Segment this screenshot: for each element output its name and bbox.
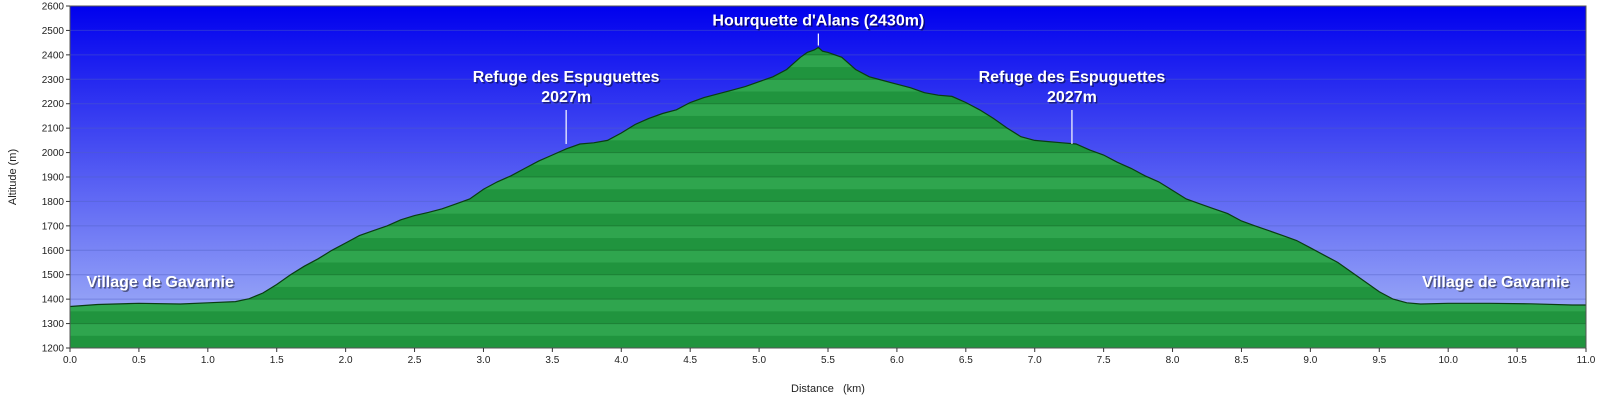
- y-tick-label: 1200: [42, 344, 65, 355]
- annotation-label: Village de Gavarnie: [87, 274, 234, 291]
- y-tick-label: 1600: [42, 246, 65, 257]
- y-tick-label: 2400: [42, 50, 65, 61]
- x-tick-label: 3.5: [545, 355, 559, 366]
- y-tick-label: 1900: [42, 173, 65, 184]
- x-tick-label: 9.5: [1372, 355, 1386, 366]
- x-tick-label: 7.0: [1028, 355, 1042, 366]
- y-tick-label: 1700: [42, 221, 65, 232]
- y-tick-label: 2000: [42, 148, 65, 159]
- x-tick-label: 0.5: [132, 355, 146, 366]
- profile-line: [70, 46, 1586, 308]
- x-tick-label: 8.5: [1235, 355, 1249, 366]
- y-tick-label: 1800: [42, 197, 65, 208]
- x-tick-label: 8.0: [1166, 355, 1180, 366]
- x-tick-label: 5.5: [821, 355, 835, 366]
- x-tick-label: 1.0: [201, 355, 215, 366]
- x-tick-label: 2.5: [408, 355, 422, 366]
- y-tick-label: 1300: [42, 319, 65, 330]
- annotation-label: Refuge des Espuguettes: [979, 69, 1166, 86]
- x-tick-label: 1.5: [270, 355, 284, 366]
- y-tick-label: 2500: [42, 26, 65, 37]
- x-tick-label: 11.0: [1577, 355, 1596, 366]
- y-tick-label: 1400: [42, 295, 65, 306]
- x-tick-label: 6.0: [890, 355, 904, 366]
- annotation: Hourquette d'Alans (2430m)Hourquette d'A…: [712, 13, 926, 46]
- annotation-label: 2027m: [541, 89, 591, 106]
- x-tick-label: 4.0: [614, 355, 628, 366]
- annotation-label: 2027m: [1047, 89, 1097, 106]
- annotation-shadow: Refuge des Espuguettes: [474, 70, 661, 87]
- annotation-shadow: 2027m: [543, 90, 593, 107]
- x-tick-label: 2.0: [339, 355, 353, 366]
- y-tick-label: 2300: [42, 75, 65, 86]
- x-tick-label: 4.5: [683, 355, 697, 366]
- x-tick-label: 9.0: [1303, 355, 1317, 366]
- y-tick-label: 2200: [42, 99, 65, 110]
- x-tick-label: 6.5: [959, 355, 973, 366]
- annotation-label: Village de Gavarnie: [1422, 274, 1569, 291]
- annotation-shadow: Village de Gavarnie: [1424, 275, 1571, 292]
- x-tick-label: 0.0: [63, 355, 77, 366]
- y-tick-label: 2600: [42, 2, 65, 13]
- x-tick-label: 3.0: [477, 355, 491, 366]
- y-tick-label: 1500: [42, 270, 65, 281]
- annotations: Hourquette d'Alans (2430m)Hourquette d'A…: [87, 13, 1572, 293]
- x-axis-title: Distance (km): [791, 383, 865, 395]
- axis-ticks: 0.0 0.5 1.0 1.5 2.0 2.5 3.0 3.5 4.0 4.5 5.0 5.5 6.0 6…: [42, 2, 1596, 367]
- x-tick-label: 7.5: [1097, 355, 1111, 366]
- annotation-shadow: Refuge des Espuguettes: [980, 70, 1167, 87]
- y-axis-title: Altitude (m): [7, 149, 19, 205]
- annotation-label: Refuge des Espuguettes: [473, 69, 660, 86]
- annotation-shadow: Village de Gavarnie: [88, 275, 235, 292]
- y-tick-label: 2100: [42, 124, 65, 135]
- annotation-label: Hourquette d'Alans (2430m): [712, 13, 924, 30]
- annotation-shadow: Hourquette d'Alans (2430m): [714, 14, 926, 31]
- profile-fill: [70, 47, 1586, 348]
- x-tick-label: 5.0: [752, 355, 766, 366]
- annotation-shadow: 2027m: [1049, 90, 1099, 107]
- x-tick-label: 10.0: [1438, 355, 1458, 366]
- x-tick-label: 10.5: [1507, 355, 1527, 366]
